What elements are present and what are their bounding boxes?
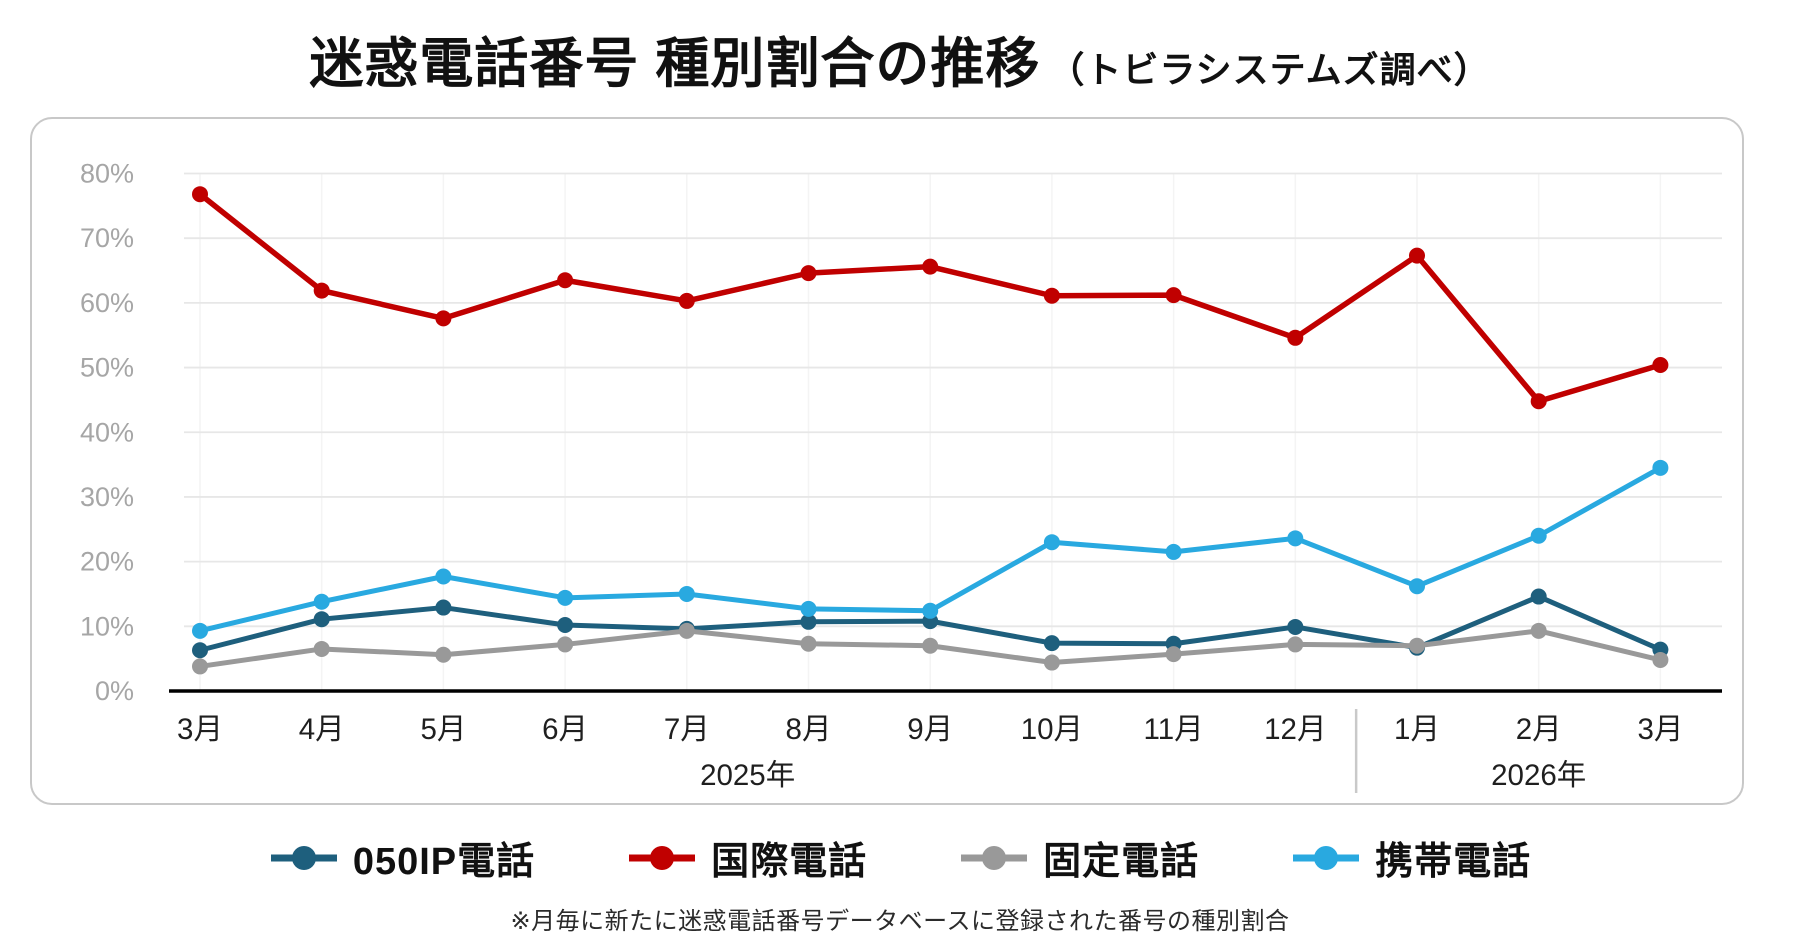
- x-axis-month-label: 9月: [907, 713, 953, 746]
- data-point-050IP電話: [313, 611, 330, 628]
- x-axis-year-label: 2026年: [1491, 759, 1586, 792]
- x-axis-month-label: 6月: [542, 713, 588, 746]
- y-axis-tick-label: 0%: [95, 676, 134, 706]
- data-point-固定電話: [1652, 651, 1669, 668]
- data-point-国際電話: [800, 265, 817, 282]
- data-point-固定電話: [1530, 622, 1547, 639]
- data-point-携帯電話: [1652, 459, 1669, 476]
- legend-marker-icon: [627, 845, 697, 871]
- data-point-国際電話: [1287, 329, 1304, 346]
- data-point-携帯電話: [557, 589, 574, 606]
- legend-label: 国際電話: [711, 841, 868, 883]
- data-point-固定電話: [313, 640, 330, 657]
- data-point-携帯電話: [192, 622, 208, 639]
- x-axis-month-label: 3月: [177, 713, 223, 746]
- line-chart: 0% 10% 20% 30% 40% 50% 60% 70% 80% 3月 4月 5月 6月 7月 8月 9月…: [80, 159, 1722, 793]
- chart-title: 迷惑電話番号 種別割合の推移 （トビラシステムズ調べ）: [0, 34, 1800, 108]
- data-point-国際電話: [435, 310, 452, 327]
- data-point-050IP電話: [435, 599, 452, 616]
- x-axis-month-label: 8月: [786, 713, 832, 746]
- data-point-携帯電話: [1043, 534, 1060, 551]
- data-point-050IP電話: [557, 617, 574, 634]
- legend-item-kotei: 固定電話: [959, 830, 1199, 885]
- data-point-携帯電話: [313, 593, 330, 610]
- data-point-国際電話: [1165, 287, 1182, 304]
- y-axis-tick-label: 70%: [80, 223, 134, 253]
- data-point-050IP電話: [192, 642, 208, 659]
- data-point-固定電話: [557, 636, 574, 653]
- data-point-050IP電話: [1287, 618, 1304, 635]
- legend-marker-icon: [1291, 845, 1361, 871]
- x-axis-month-label: 1月: [1394, 713, 1440, 746]
- data-point-携帯電話: [1287, 530, 1304, 547]
- x-axis-month-label: 10月: [1021, 713, 1083, 746]
- legend-item-keitai: 携帯電話: [1291, 830, 1531, 885]
- data-point-固定電話: [1165, 646, 1182, 663]
- data-point-国際電話: [678, 292, 695, 309]
- chart-panel: 0% 10% 20% 30% 40% 50% 60% 70% 80% 3月 4月 5月 6月 7月 8月 9月…: [30, 117, 1744, 805]
- data-point-固定電話: [1043, 654, 1060, 671]
- legend-label: 050IP電話: [352, 841, 536, 883]
- legend-item-kokusai: 国際電話: [627, 830, 867, 885]
- chart-legend: 050IP電話 国際電話 固定電話 携帯電話: [0, 830, 1800, 885]
- legend-label: 固定電話: [1043, 841, 1200, 883]
- data-point-国際電話: [1652, 356, 1669, 373]
- data-point-携帯電話: [800, 600, 817, 617]
- x-axis-year-label: 2025年: [700, 759, 795, 792]
- y-axis-tick-label: 30%: [80, 482, 134, 512]
- x-axis-month-label: 4月: [299, 713, 345, 746]
- data-point-携帯電話: [678, 585, 695, 602]
- chart-title-main: 迷惑電話番号 種別割合の推移: [309, 34, 1041, 94]
- legend-item-050ip: 050IP電話: [269, 830, 535, 885]
- data-point-携帯電話: [1409, 578, 1425, 595]
- data-point-携帯電話: [1165, 543, 1182, 560]
- data-point-固定電話: [435, 646, 452, 663]
- data-point-国際電話: [192, 186, 208, 203]
- data-point-固定電話: [922, 637, 939, 654]
- x-axis-month-label: 12月: [1264, 713, 1326, 746]
- data-point-050IP電話: [800, 613, 817, 630]
- data-point-国際電話: [1043, 287, 1060, 304]
- y-axis-tick-label: 40%: [80, 417, 134, 447]
- chart-title-suffix: （トビラシステムズ調べ）: [1048, 49, 1491, 90]
- data-point-携帯電話: [922, 602, 939, 619]
- data-point-国際電話: [922, 258, 939, 275]
- legend-marker-icon: [959, 845, 1029, 871]
- data-point-050IP電話: [1043, 635, 1060, 652]
- legend-label: 携帯電話: [1375, 841, 1532, 883]
- data-point-固定電話: [1409, 637, 1425, 654]
- data-point-携帯電話: [435, 568, 452, 585]
- x-axis-month-label: 7月: [664, 713, 710, 746]
- y-axis-tick-label: 50%: [80, 353, 134, 383]
- footnote: ※月毎に新たに迷惑電話番号データベースに登録された番号の種別割合: [510, 908, 1290, 935]
- data-point-固定電話: [1287, 636, 1304, 653]
- y-axis-tick-label: 10%: [80, 611, 134, 641]
- legend-marker-icon: [269, 845, 339, 871]
- data-point-050IP電話: [1530, 588, 1547, 605]
- data-point-固定電話: [192, 658, 208, 675]
- data-point-国際電話: [557, 272, 574, 289]
- x-axis-month-label: 2月: [1516, 713, 1562, 746]
- data-point-国際電話: [1409, 247, 1425, 264]
- data-point-固定電話: [678, 622, 695, 639]
- data-point-国際電話: [313, 282, 330, 299]
- y-axis-tick-label: 60%: [80, 288, 134, 318]
- x-axis-month-label: 3月: [1637, 713, 1683, 746]
- y-axis-tick-label: 20%: [80, 547, 134, 577]
- data-point-固定電話: [800, 635, 817, 652]
- x-axis-month-label: 5月: [420, 713, 466, 746]
- x-axis-month-label: 11月: [1144, 713, 1204, 746]
- data-point-国際電話: [1530, 393, 1547, 410]
- y-axis-tick-label: 80%: [80, 159, 134, 189]
- data-point-携帯電話: [1530, 527, 1547, 544]
